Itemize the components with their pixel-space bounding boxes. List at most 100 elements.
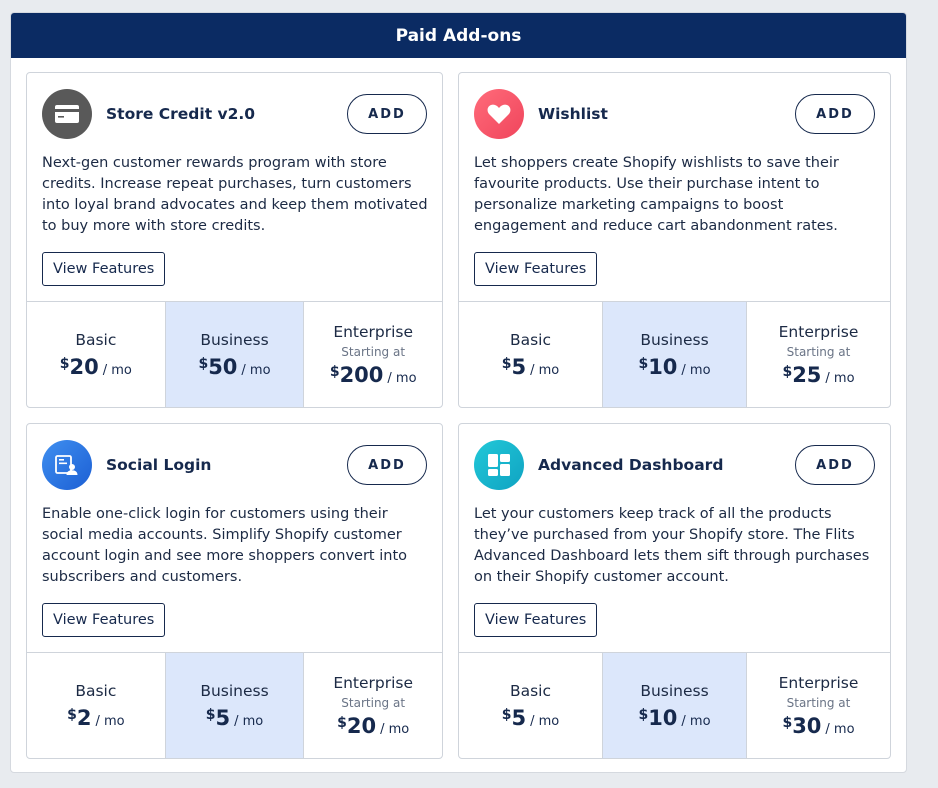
price-period: / mo (102, 362, 132, 378)
price-period: / mo (825, 721, 855, 737)
add-button[interactable]: ADD (347, 94, 427, 134)
pricing-tiers: Basic $ 20 / mo Business $ 50 / mo (27, 301, 442, 407)
price-period: / mo (530, 713, 560, 729)
price-period: / mo (825, 370, 855, 386)
currency-symbol: $ (59, 355, 70, 372)
tier-price: $ 10 / mo (638, 355, 710, 379)
tier-price: $ 30 / mo (782, 714, 854, 738)
starting-at-label: Starting at (786, 695, 851, 710)
tier-name: Enterprise (778, 673, 859, 692)
card-description: Let your customers keep track of all the… (474, 506, 870, 585)
tier-price: $ 5 / mo (502, 706, 560, 730)
currency-symbol: $ (329, 363, 340, 380)
card-header: Social Login ADD (42, 439, 427, 491)
addon-card-wishlist: Wishlist ADD Let shoppers create Shopify… (458, 72, 891, 408)
price-amount: 200 (339, 362, 384, 387)
card-header: Wishlist ADD (474, 88, 875, 140)
view-features-button[interactable]: View Features (42, 603, 166, 637)
price-amount: 20 (69, 354, 99, 379)
tier-price: $ 50 / mo (198, 355, 270, 379)
addons-grid: Store Credit v2.0 ADD Next-gen customer … (26, 72, 892, 759)
tier-name: Business (640, 330, 709, 349)
tier-enterprise: Enterprise Starting at $ 25 / mo (747, 302, 890, 407)
panel-header: Paid Add-ons (11, 13, 906, 58)
price-period: / mo (530, 362, 560, 378)
tier-enterprise: Enterprise Starting at $ 30 / mo (747, 653, 890, 758)
addon-card-store-credit: Store Credit v2.0 ADD Next-gen customer … (26, 72, 443, 408)
price-amount: 50 (208, 354, 238, 379)
tier-price: $ 20 / mo (60, 355, 132, 379)
tier-price: $ 25 / mo (782, 363, 854, 387)
currency-symbol: $ (638, 355, 649, 372)
price-period: / mo (241, 362, 271, 378)
tier-basic: Basic $ 5 / mo (459, 302, 603, 407)
currency-symbol: $ (782, 363, 793, 380)
tier-name: Basic (509, 330, 552, 349)
currency-symbol: $ (501, 706, 512, 723)
starting-at-label: Starting at (786, 344, 851, 359)
tier-price: $ 5 / mo (206, 706, 264, 730)
price-period: / mo (681, 362, 711, 378)
price-amount: 10 (648, 354, 678, 379)
tier-name: Basic (75, 330, 117, 349)
tier-name: Basic (509, 681, 552, 700)
tier-enterprise: Enterprise Starting at $ 20 / mo (304, 653, 442, 758)
currency-symbol: $ (205, 706, 216, 723)
tier-business: Business $ 10 / mo (603, 302, 747, 407)
paid-addons-panel: Paid Add-ons Store Credit v2.0 ADD Next-… (10, 12, 907, 773)
price-period: / mo (234, 713, 264, 729)
pricing-tiers: Basic $ 5 / mo Business $ 10 / mo (459, 652, 890, 758)
card-description: Next-gen customer rewards program with s… (42, 155, 428, 234)
currency-symbol: $ (198, 355, 209, 372)
price-amount: 2 (76, 705, 92, 730)
tier-name: Business (200, 681, 269, 700)
starting-at-label: Starting at (341, 695, 406, 710)
tier-name: Enterprise (778, 322, 859, 341)
currency-symbol: $ (638, 706, 649, 723)
card-header: Store Credit v2.0 ADD (42, 88, 427, 140)
tier-business: Business $ 50 / mo (165, 302, 305, 407)
view-features-button[interactable]: View Features (474, 603, 598, 637)
price-amount: 10 (648, 705, 678, 730)
addon-card-social-login: Social Login ADD Enable one-click login … (26, 423, 443, 759)
price-amount: 5 (215, 705, 231, 730)
tier-name: Basic (75, 681, 117, 700)
currency-symbol: $ (782, 714, 793, 731)
card-header: Advanced Dashboard ADD (474, 439, 875, 491)
price-period: / mo (387, 370, 417, 386)
add-button[interactable]: ADD (347, 445, 427, 485)
tier-name: Enterprise (333, 673, 414, 692)
card-title: Social Login (106, 456, 212, 474)
card-title: Wishlist (538, 105, 608, 123)
tier-price: $ 5 / mo (502, 355, 560, 379)
tier-name: Enterprise (333, 322, 414, 341)
price-amount: 25 (792, 362, 822, 387)
credit-card-icon (42, 89, 92, 139)
price-amount: 5 (511, 705, 527, 730)
price-amount: 20 (346, 713, 377, 738)
tier-business: Business $ 10 / mo (603, 653, 747, 758)
panel-title: Paid Add-ons (395, 25, 522, 46)
starting-at-label: Starting at (341, 344, 406, 359)
price-amount: 30 (792, 713, 822, 738)
view-features-button[interactable]: View Features (42, 252, 166, 286)
tier-name: Business (640, 681, 709, 700)
price-period: / mo (95, 713, 125, 729)
add-button[interactable]: ADD (795, 445, 875, 485)
tier-price: $ 200 / mo (330, 363, 417, 387)
tier-basic: Basic $ 20 / mo (27, 302, 166, 407)
dashboard-icon (474, 440, 524, 490)
view-features-button[interactable]: View Features (474, 252, 598, 286)
card-description: Enable one-click login for customers usi… (42, 506, 408, 585)
pricing-tiers: Basic $ 5 / mo Business $ 10 / mo (459, 301, 890, 407)
currency-symbol: $ (337, 714, 347, 731)
tier-business: Business $ 5 / mo (165, 653, 305, 758)
addon-card-advanced-dashboard: Advanced Dashboard ADD Let your customer… (458, 423, 891, 759)
price-period: / mo (380, 721, 410, 737)
heart-icon (474, 89, 524, 139)
add-button[interactable]: ADD (795, 94, 875, 134)
tier-price: $ 10 / mo (638, 706, 710, 730)
tier-basic: Basic $ 2 / mo (27, 653, 166, 758)
tier-basic: Basic $ 5 / mo (459, 653, 603, 758)
card-title: Advanced Dashboard (538, 456, 724, 474)
